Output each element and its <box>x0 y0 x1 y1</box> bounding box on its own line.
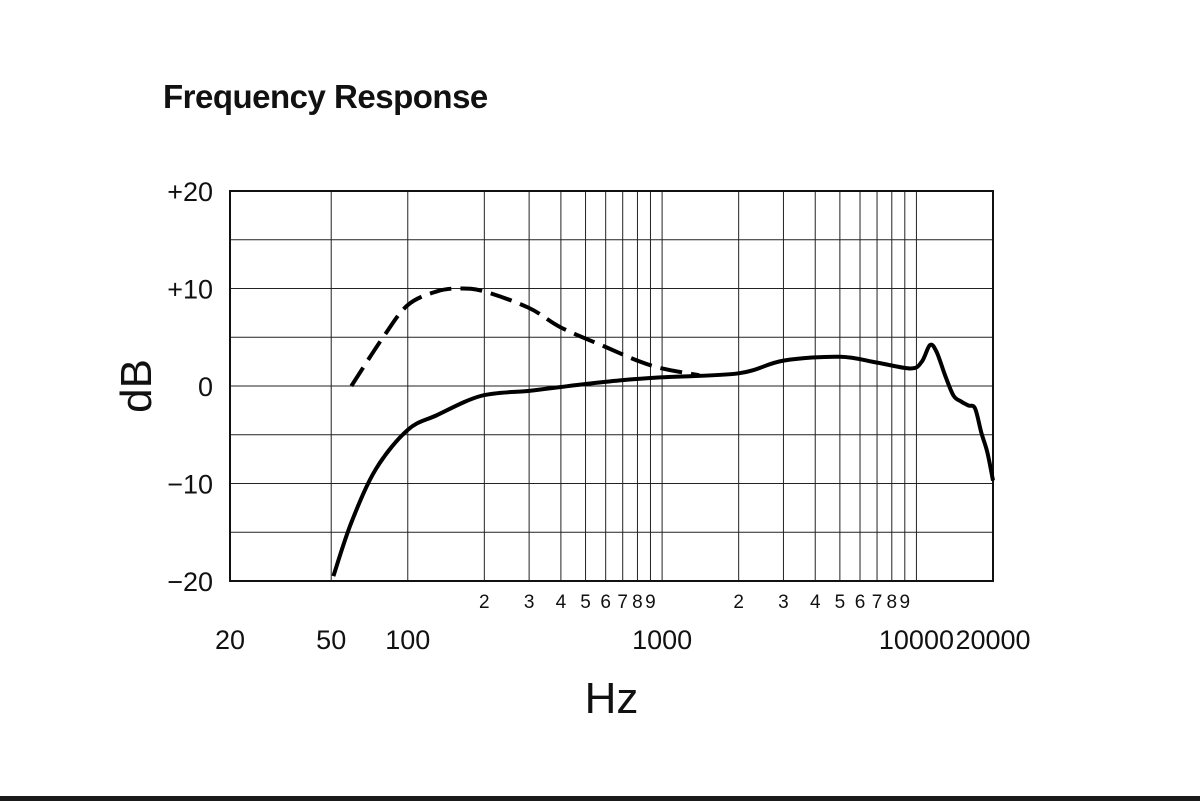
x-minor-tick-label: 2 <box>733 592 744 613</box>
x-axis-label: Hz <box>585 674 639 723</box>
x-minor-tick-label: 4 <box>810 592 821 613</box>
grid-layer <box>230 191 993 581</box>
y-tick-label: +10 <box>167 275 213 305</box>
x-minor-tick-label: 5 <box>835 592 846 613</box>
chart-title: Frequency Response <box>163 78 488 115</box>
x-major-tick-label: 50 <box>316 625 346 655</box>
y-tick-labels: +20 +10 0 −10 −20 <box>167 177 213 597</box>
x-minor-tick-label: 6 <box>855 592 866 613</box>
x-major-tick-label: 20000 <box>955 625 1030 655</box>
plot-frame <box>229 190 994 582</box>
x-minor-tick-label: 6 <box>600 592 611 613</box>
x-minor-tick-label: 3 <box>524 592 535 613</box>
x-minor-tick-label: 7 <box>617 592 628 613</box>
x-major-tick-label: 10000 <box>879 625 954 655</box>
y-tick-label: −20 <box>167 567 213 597</box>
x-minor-tick-label: 9 <box>645 592 656 613</box>
x-minor-tick-label: 8 <box>632 592 643 613</box>
series-line-dashed <box>349 286 700 388</box>
x-major-tick-label: 1000 <box>632 625 692 655</box>
x-minor-tick-label: 8 <box>887 592 898 613</box>
x-minor-tick-label: 3 <box>778 592 789 613</box>
bottom-rule <box>0 796 1200 801</box>
x-tick-labels: 2 3 4 5 6 7 8 9 2 3 4 5 6 7 8 920 50 100 1000 10000 20000 <box>215 592 1031 655</box>
y-tick-label: −10 <box>167 470 213 500</box>
x-minor-tick-label: 5 <box>580 592 591 613</box>
x-minor-tick-label: 9 <box>900 592 911 613</box>
series-line-solid <box>331 342 995 577</box>
x-major-tick-label: 20 <box>215 625 245 655</box>
y-axis-label: dB <box>112 359 161 413</box>
series-layer <box>331 286 995 577</box>
x-minor-tick-label: 7 <box>872 592 883 613</box>
y-tick-label: +20 <box>167 177 213 207</box>
y-tick-label: 0 <box>198 372 213 402</box>
x-major-tick-label: 100 <box>385 625 430 655</box>
x-minor-tick-label: 4 <box>556 592 567 613</box>
x-minor-tick-label: 2 <box>479 592 490 613</box>
